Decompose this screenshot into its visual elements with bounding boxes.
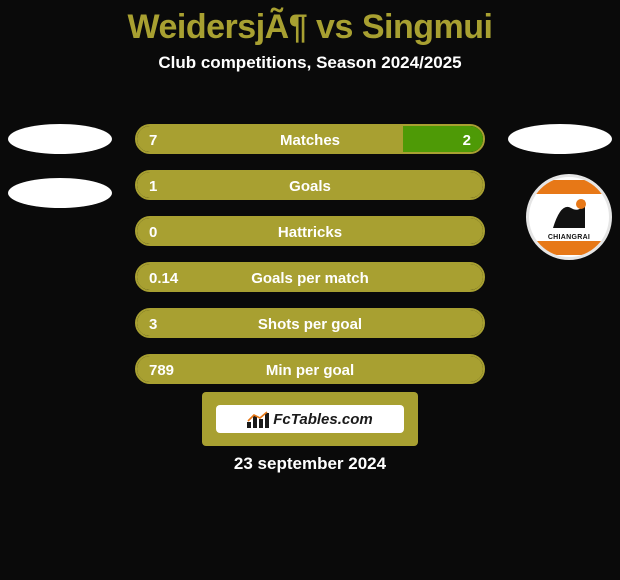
footer-badge-inner: FcTables.com [216, 405, 404, 433]
bar-left-value: 7 [149, 126, 157, 154]
comparison-card: WeidersjÃ¶ vs Singmui Club competitions,… [0, 0, 620, 580]
bar-track: Hattricks0 [135, 216, 485, 246]
club-crest-icon: CHIANGRAI [526, 174, 612, 260]
bar-left-value: 0 [149, 218, 157, 246]
page-subtitle: Club competitions, Season 2024/2025 [0, 53, 620, 73]
bar-metric-label: Matches [137, 126, 483, 154]
bar-metric-label: Min per goal [137, 356, 483, 384]
crest-text: CHIANGRAI [548, 234, 590, 241]
footer-badge: FcTables.com [202, 392, 418, 446]
footer-badge-text: FcTables.com [273, 411, 372, 428]
stat-row: Goals per match0.14 [0, 248, 620, 294]
page-title: WeidersjÃ¶ vs Singmui [0, 0, 620, 47]
date-text: 23 september 2024 [0, 454, 620, 474]
chart-area: Matches7 2 Goals1 Hattricks0 Goals per match… [0, 110, 620, 386]
bar-track: Shots per goal3 [135, 308, 485, 338]
bar-left-value: 1 [149, 172, 157, 200]
bar-track: Min per goal789 [135, 354, 485, 384]
bar-track: Matches7 2 [135, 124, 485, 154]
stat-row: Shots per goal3 [0, 294, 620, 340]
fctables-logo-icon [247, 410, 269, 428]
bar-left-value: 0.14 [149, 264, 178, 292]
bar-left-value: 789 [149, 356, 174, 384]
left-player-placeholder [8, 124, 112, 154]
stat-row: Min per goal789 [0, 340, 620, 386]
bar-metric-label: Hattricks [137, 218, 483, 246]
bar-metric-label: Goals [137, 172, 483, 200]
bar-metric-label: Goals per match [137, 264, 483, 292]
left-player-placeholder [8, 178, 112, 208]
bar-track: Goals1 [135, 170, 485, 200]
bar-metric-label: Shots per goal [137, 310, 483, 338]
bar-track: Goals per match0.14 [135, 262, 485, 292]
bar-left-value: 3 [149, 310, 157, 338]
bar-right-value: 2 [463, 126, 471, 154]
right-player-placeholder [508, 124, 612, 154]
